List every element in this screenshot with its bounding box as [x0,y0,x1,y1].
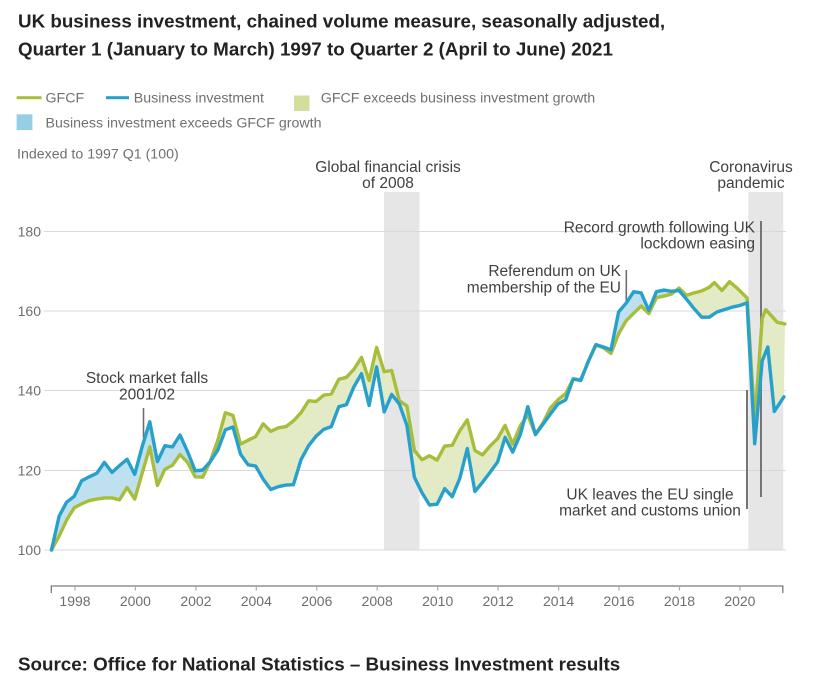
svg-text:market and customs union: market and customs union [559,503,741,520]
svg-text:2016: 2016 [603,593,634,609]
svg-text:pandemic: pandemic [717,175,784,192]
svg-text:2006: 2006 [301,593,332,609]
svg-text:2012: 2012 [483,593,514,609]
svg-text:100: 100 [18,542,42,558]
svg-text:2020: 2020 [724,593,755,609]
svg-text:Quarter 1 (January to March) 1: Quarter 1 (January to March) 1997 to Qua… [18,38,613,59]
svg-text:Source: Office for National St: Source: Office for National Statistics –… [18,654,620,675]
svg-text:2010: 2010 [422,593,453,609]
svg-text:2002: 2002 [180,593,211,609]
svg-text:UK leaves the EU single: UK leaves the EU single [566,487,733,504]
svg-text:120: 120 [18,463,42,479]
svg-text:140: 140 [18,383,42,399]
svg-text:Business investment exceeds GF: Business investment exceeds GFCF growth [46,116,322,132]
svg-text:2018: 2018 [664,593,695,609]
svg-text:Referendum on UK: Referendum on UK [488,263,621,280]
svg-text:Record growth following UK: Record growth following UK [564,219,756,236]
svg-text:membership of the EU: membership of the EU [467,279,621,296]
svg-text:180: 180 [18,224,42,240]
svg-text:2004: 2004 [241,593,272,609]
svg-text:Indexed to 1997 Q1 (100): Indexed to 1997 Q1 (100) [17,147,179,163]
svg-text:2000: 2000 [120,593,151,609]
svg-text:GFCF exceeds business investme: GFCF exceeds business investment growth [321,91,595,107]
svg-text:of 2008: of 2008 [362,175,414,192]
svg-text:160: 160 [18,303,42,319]
svg-text:UK business investment, chaine: UK business investment, chained volume m… [18,11,665,32]
svg-text:Coronavirus: Coronavirus [709,159,793,176]
svg-text:lockdown easing: lockdown easing [640,236,755,253]
svg-text:2001/02: 2001/02 [119,386,175,403]
svg-text:1998: 1998 [59,593,90,609]
svg-text:2014: 2014 [543,593,574,609]
svg-text:2008: 2008 [362,593,393,609]
svg-text:Stock market falls: Stock market falls [86,370,209,387]
svg-text:GFCF: GFCF [46,91,85,107]
svg-text:Business investment: Business investment [134,91,264,107]
svg-text:Global financial crisis: Global financial crisis [315,159,461,176]
